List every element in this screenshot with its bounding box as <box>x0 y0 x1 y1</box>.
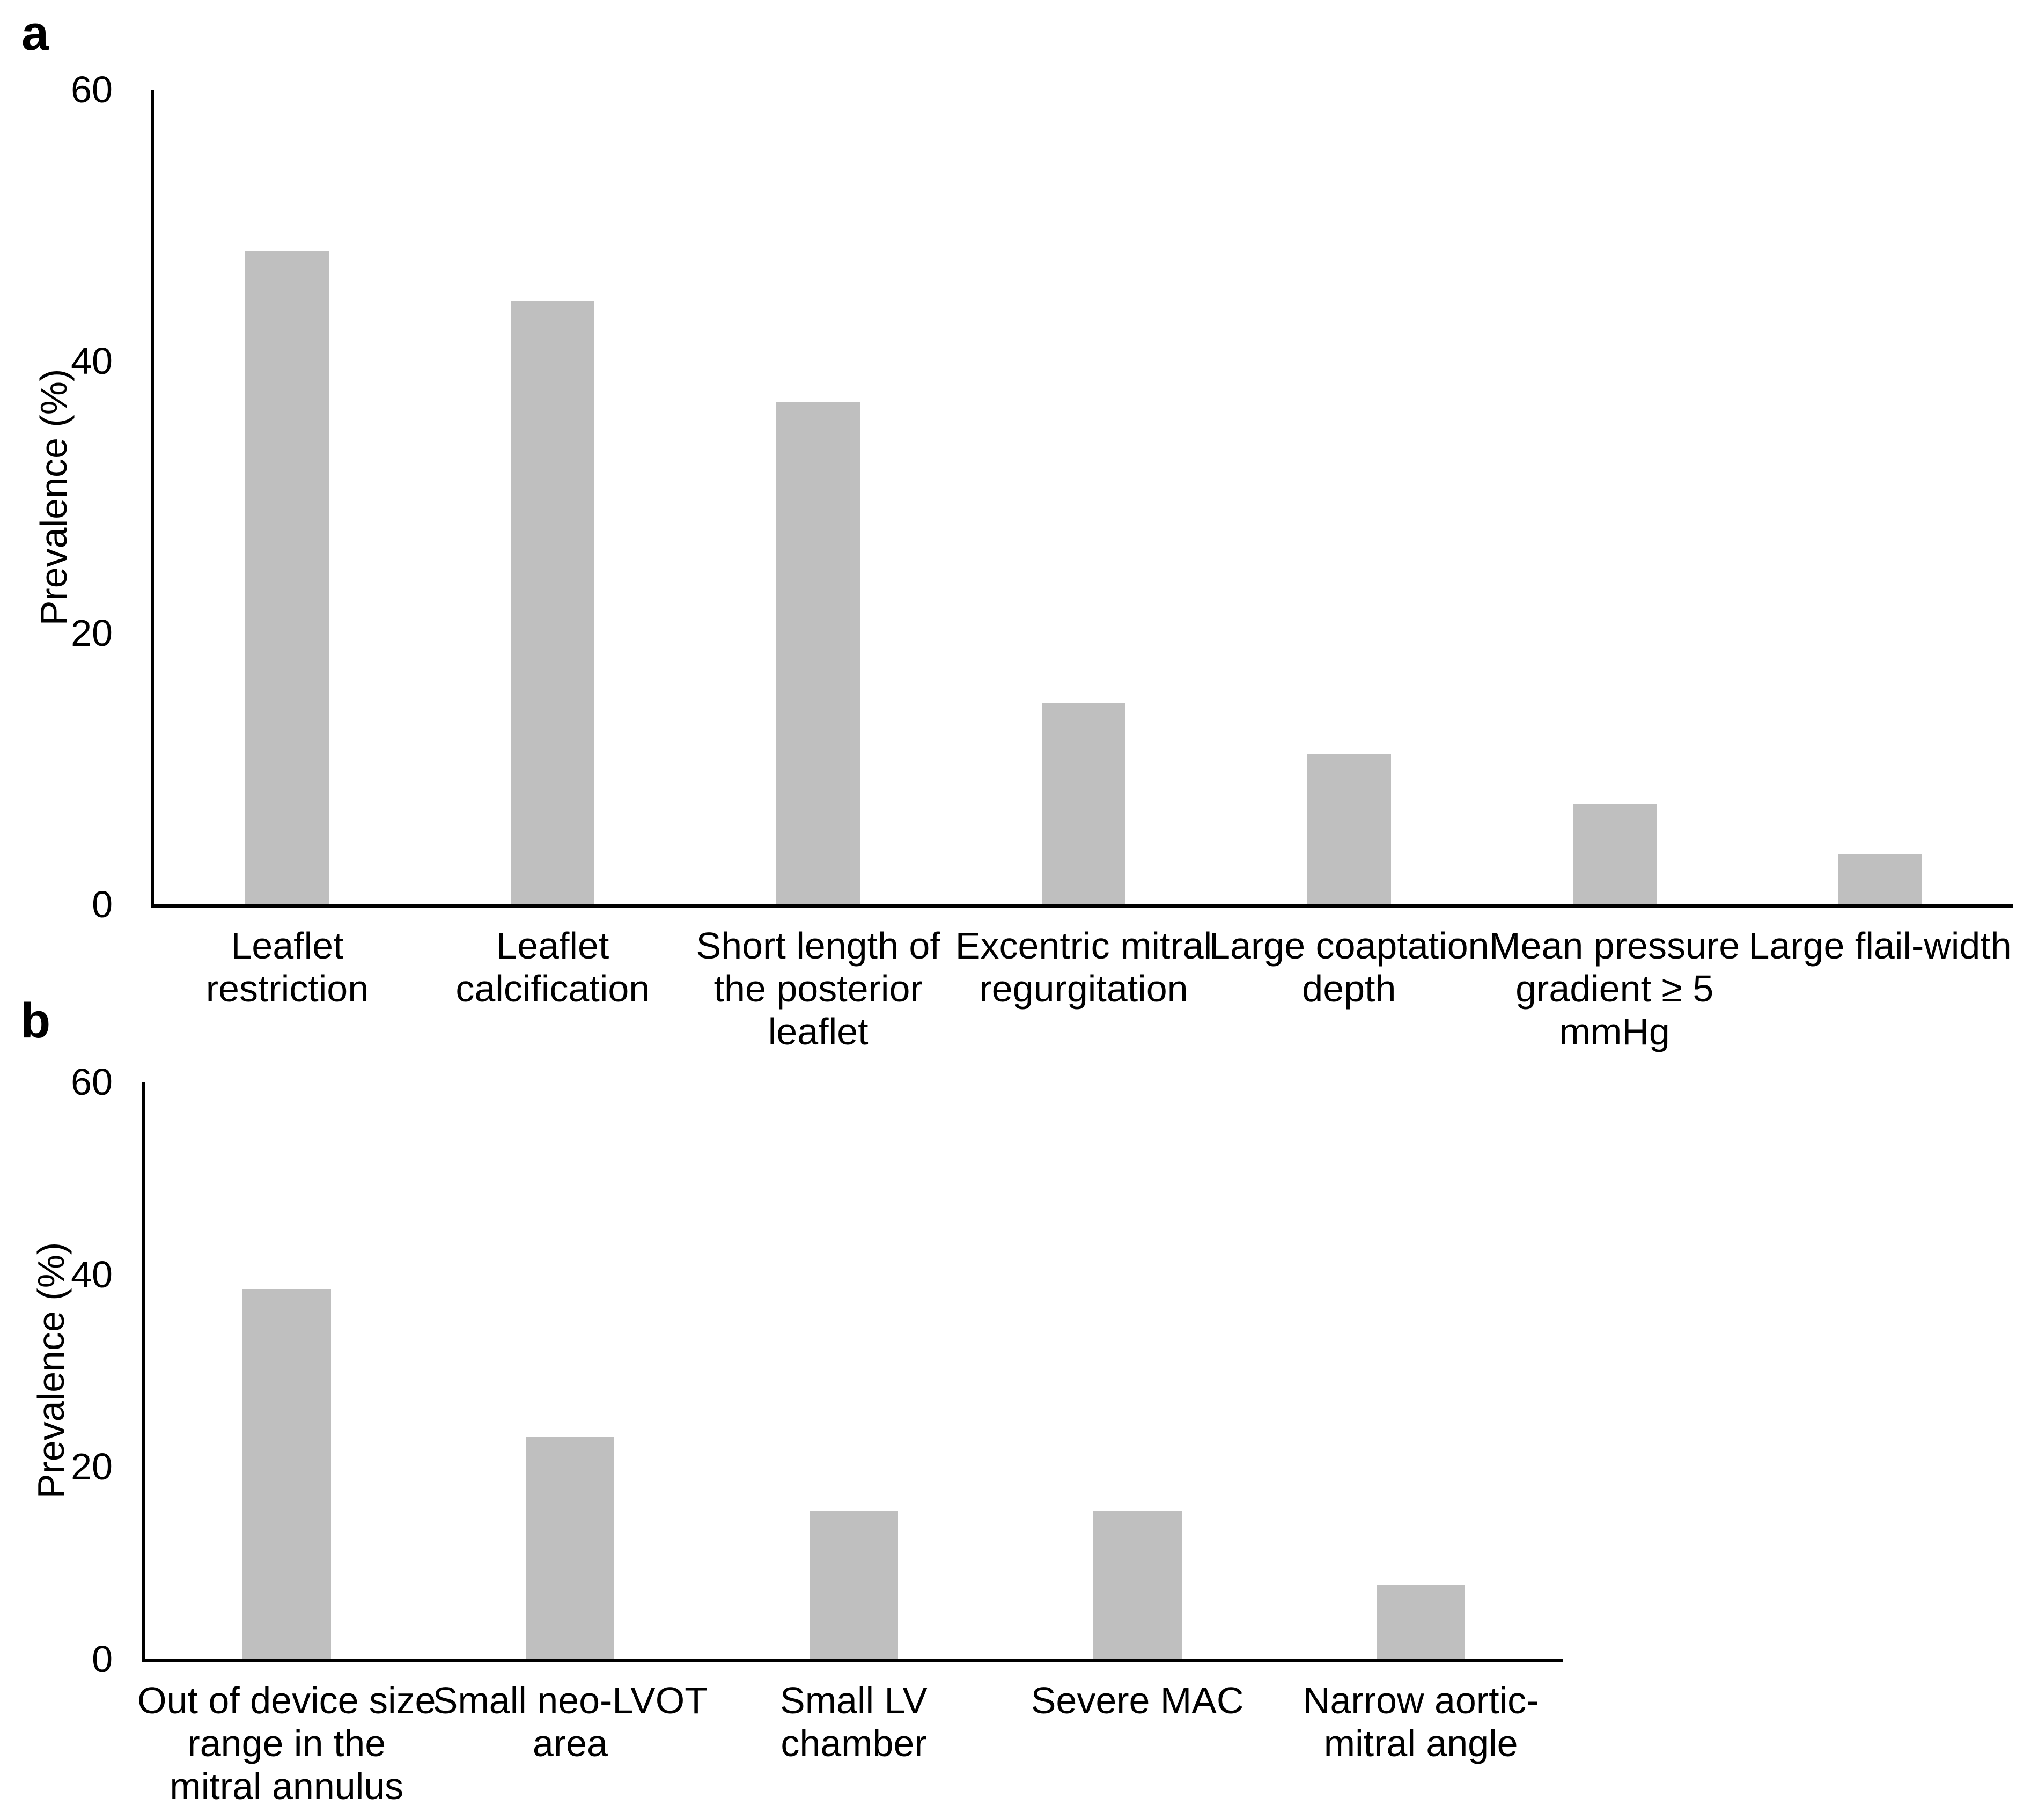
x-category-label: Large flail-width <box>1748 925 2012 967</box>
y-tick-label: 0 <box>92 883 113 925</box>
bar <box>242 1288 331 1659</box>
y-tick-label: 60 <box>71 1061 113 1103</box>
x-category-label: Small LV chamber <box>780 1679 928 1764</box>
y-axis-line <box>142 1082 145 1659</box>
y-tick-label: 20 <box>71 611 113 654</box>
y-tick-label: 40 <box>71 340 113 382</box>
y-tick-label: 60 <box>71 69 113 110</box>
x-category-label: Large coaptation depth <box>1209 925 1489 1010</box>
x-category-label: Leaflet calcification <box>455 925 650 1010</box>
bar <box>1093 1510 1182 1659</box>
y-tick-label: 40 <box>71 1253 113 1295</box>
bar <box>245 251 329 904</box>
bar <box>1377 1585 1466 1659</box>
y-tick-label: 0 <box>92 1638 113 1680</box>
bar <box>526 1436 615 1659</box>
bar <box>776 402 860 904</box>
bar <box>1838 854 1922 904</box>
bar <box>1307 753 1391 904</box>
x-category-label: Excentric mitral regurgitation <box>955 925 1212 1010</box>
x-category-label: Narrow aortic- mitral angle <box>1303 1679 1539 1764</box>
bar <box>810 1510 898 1659</box>
bar <box>511 301 595 904</box>
x-category-label: Out of device size range in the mitral a… <box>137 1679 436 1807</box>
bar <box>1572 804 1657 904</box>
panel-a-letter: a <box>21 6 49 61</box>
x-category-label: Small neo-LVOT area <box>432 1679 708 1764</box>
y-axis-line <box>151 90 154 904</box>
x-category-label: Leaflet restriction <box>205 925 369 1010</box>
panel-b-letter: b <box>20 993 51 1048</box>
y-tick-label: 20 <box>71 1446 113 1488</box>
x-category-label: Mean pressure gradient ≥ 5 mmHg <box>1489 925 1740 1052</box>
x-axis-line <box>142 1659 1563 1662</box>
bar <box>1042 703 1125 904</box>
x-category-label: Severe MAC <box>1031 1679 1244 1721</box>
x-category-label: Short length of the posterior leaflet <box>696 925 940 1052</box>
x-axis-line <box>151 904 2013 908</box>
